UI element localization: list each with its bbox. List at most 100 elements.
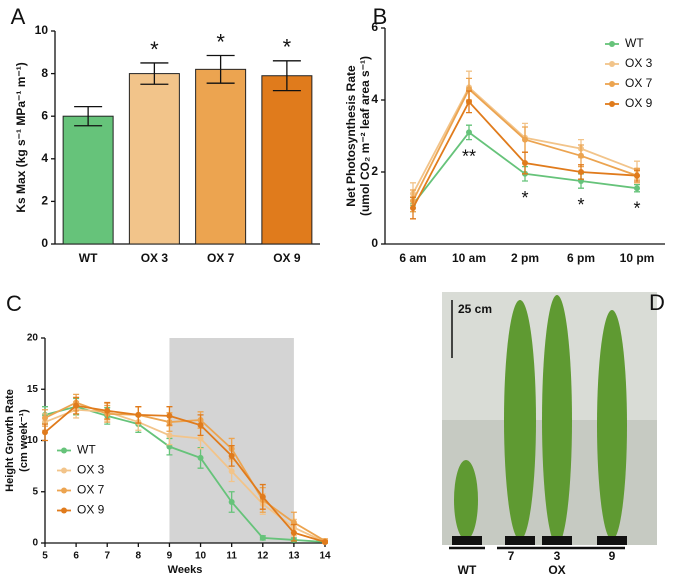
legend-marker (61, 507, 67, 514)
legend-marker (609, 61, 615, 67)
significance: ** (462, 146, 476, 166)
x-tick-label: 5 (42, 551, 48, 562)
marker (197, 435, 204, 442)
marker (104, 407, 111, 414)
y-axis-label: (umol CO₂ m⁻² leaf area s⁻¹) (358, 56, 372, 216)
legend-label: OX 7 (625, 76, 653, 90)
y-tick-label: 10 (35, 23, 49, 37)
bar (62, 115, 114, 245)
y-tick-label: 4 (371, 92, 378, 106)
x-tick-label: 10 (195, 551, 207, 562)
significance: * (633, 199, 640, 219)
y-tick-label: 0 (32, 538, 38, 549)
marker (634, 185, 640, 192)
x-axis-label: Weeks (168, 564, 203, 576)
x-tick-label: 7 (104, 551, 110, 562)
y-tick-label: 0 (371, 236, 378, 250)
x-tick-label: 9 (167, 551, 173, 562)
error-bar (272, 60, 301, 92)
error-bar (74, 105, 103, 127)
significance: * (577, 195, 584, 215)
photo-label: 7 (508, 549, 515, 563)
x-tick-label: WT (79, 251, 98, 265)
photo-group-label: OX (548, 563, 565, 577)
significance: * (521, 188, 528, 208)
legend-label: WT (77, 443, 96, 457)
bar (195, 68, 247, 245)
marker (197, 422, 204, 429)
error-bar (206, 54, 235, 84)
y-tick-label: 2 (41, 194, 48, 208)
x-tick-label: 2 pm (511, 251, 539, 265)
marker (42, 429, 48, 436)
significance: * (150, 37, 159, 62)
significance: * (216, 29, 225, 54)
y-tick-label: 10 (27, 435, 39, 446)
y-axis-label: Net Photosynthesis Rate (344, 65, 358, 207)
legend-label: OX 9 (77, 503, 105, 517)
marker (42, 414, 48, 421)
y-tick-label: 6 (41, 108, 48, 122)
marker (634, 172, 640, 179)
marker (259, 493, 266, 500)
bar (128, 73, 180, 245)
x-tick-label: 6 (73, 551, 79, 562)
legend-marker (609, 41, 615, 47)
pots (452, 536, 627, 545)
x-tick-label: 12 (257, 551, 269, 562)
x-tick-label: OX 9 (273, 251, 301, 265)
x-tick-label: 8 (136, 551, 142, 562)
marker (578, 152, 584, 159)
x-tick-label: OX 7 (207, 251, 235, 265)
y-tick-label: 2 (371, 164, 378, 178)
significance: * (283, 35, 292, 60)
legend-marker (61, 447, 67, 454)
y-tick-label: 6 (371, 20, 378, 34)
legend-marker (61, 487, 67, 494)
x-tick-label: 14 (319, 551, 331, 562)
y-tick-label: 5 (32, 486, 38, 497)
x-tick-label: 6 am (399, 251, 426, 265)
panel-letter: C (6, 291, 22, 316)
marker (578, 169, 584, 175)
x-tick-label: 11 (226, 551, 237, 562)
x-tick-label: 10 pm (620, 251, 655, 265)
legend-marker (609, 81, 615, 87)
marker (466, 98, 472, 105)
panel-letter: D (649, 290, 665, 315)
marker (522, 136, 528, 143)
legend-label: OX 9 (625, 96, 653, 110)
marker (410, 205, 416, 211)
marker (228, 452, 235, 459)
x-tick-label: OX 3 (141, 251, 169, 265)
y-tick-label: 8 (41, 66, 48, 80)
x-tick-label: 13 (288, 551, 300, 562)
marker (166, 412, 173, 419)
legend-label: OX 3 (625, 56, 653, 70)
marker (166, 432, 173, 439)
y-tick-label: 15 (27, 384, 39, 395)
scale-label: 25 cm (458, 302, 492, 316)
marker (228, 499, 235, 505)
panel-letter: A (11, 4, 26, 29)
marker (135, 411, 142, 418)
x-tick-label: 6 pm (567, 251, 595, 265)
legend-label: OX 7 (77, 483, 105, 497)
bar (261, 75, 313, 245)
marker (73, 402, 80, 409)
photo-label: 3 (554, 549, 561, 563)
marker (290, 529, 297, 536)
y-axis-label: Height Growth Rate (4, 389, 16, 492)
x-tick-label: 10 am (452, 251, 486, 265)
marker (522, 160, 528, 166)
marker (228, 468, 235, 475)
y-axis-label: (cm week⁻¹) (18, 409, 30, 472)
marker (259, 534, 266, 541)
plants (454, 295, 627, 545)
marker (322, 538, 328, 545)
legend-marker (609, 101, 615, 107)
y-tick-label: 20 (27, 333, 39, 344)
y-tick-label: 0 (41, 236, 48, 250)
error-bar (140, 62, 169, 85)
